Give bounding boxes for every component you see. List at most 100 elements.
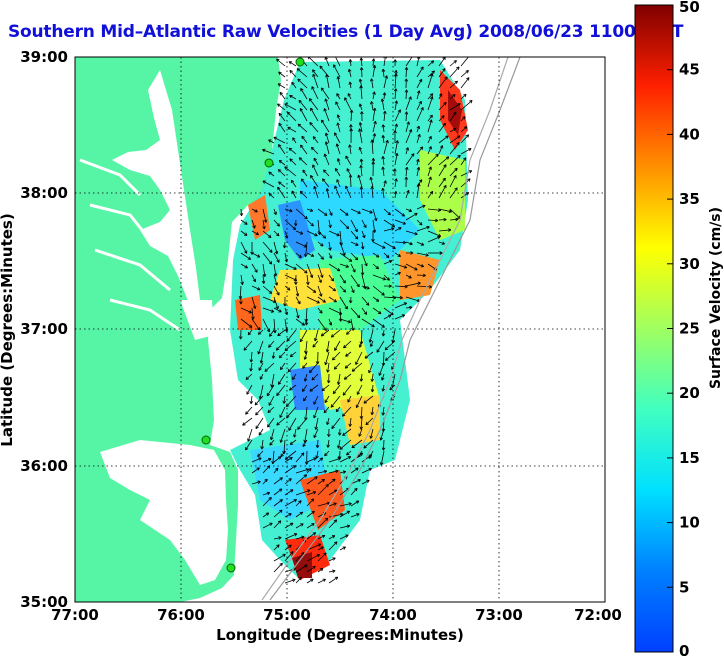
velocity-arrowhead [428,135,432,139]
velocity-arrow [317,578,326,584]
velocity-arrowhead [346,333,350,335]
velocity-arrowhead [441,115,445,117]
colorbar-tick-label: 25 [679,320,700,338]
velocity-arrow [273,219,280,227]
velocity-arrowhead [421,146,424,150]
velocity-arrowhead [334,367,338,370]
velocity-arrowhead [276,348,280,351]
velocity-arrowhead [273,137,276,141]
velocity-arrowhead [255,426,259,429]
velocity-arrowhead [301,523,304,527]
velocity-arrowhead [279,562,283,565]
velocity-arrow [317,502,331,507]
velocity-arrowhead [435,218,439,221]
velocity-arrow [317,208,328,216]
velocity-arrowhead [272,355,276,359]
velocity-arrowhead [398,253,401,257]
velocity-arrow [277,329,286,337]
velocity-arrowhead [331,336,335,338]
velocity-arrowhead [371,161,374,165]
velocity-arrow [317,307,323,314]
velocity-arrow [245,406,253,415]
velocity-arrowhead [375,121,377,125]
velocity-arrow [321,384,330,392]
velocity-arrow [350,500,360,507]
velocity-arrowhead [403,240,407,243]
velocity-arrowhead [295,223,298,227]
velocity-arrowhead [243,348,247,351]
velocity-arrow [383,208,391,216]
velocity-arrow [273,537,282,540]
velocity-arrow [273,544,280,551]
velocity-arrowhead [375,267,379,270]
velocity-arrowhead [420,66,424,69]
velocity-arrowhead [334,54,337,56]
velocity-arrowhead [370,454,373,458]
velocity-arrow [350,487,358,496]
velocity-arrow [335,101,341,111]
velocity-arrowhead [439,145,443,148]
velocity-arrowhead [361,67,364,71]
velocity-arrow [295,263,308,274]
velocity-arrowhead [322,535,326,539]
velocity-arrowhead [313,136,317,139]
velocity-arrowhead [337,457,341,459]
velocity-arrow [297,78,308,89]
velocity-arrowhead [322,274,324,278]
velocity-arrow [246,384,253,395]
velocity-arrow [317,457,323,463]
velocity-arrowhead [352,370,356,372]
velocity-arrow [372,241,386,249]
velocity-arrow [317,479,325,485]
velocity-arrow [416,263,424,267]
velocity-arrow [383,180,387,188]
velocity-arrow [370,428,374,439]
velocity-arrow [306,565,316,573]
velocity-arrowhead [386,279,390,281]
velocity-arrow [449,80,458,89]
velocity-arrow [268,139,275,144]
velocity-arrow [289,95,297,100]
velocity-arrowhead [331,425,333,429]
velocity-arrow [276,417,286,426]
velocity-arrowhead [347,400,351,403]
velocity-arrow [273,296,279,310]
velocity-arrow [271,373,275,388]
velocity-arrowhead [240,301,243,305]
velocity-arrowhead [298,99,302,102]
velocity-arrow [328,489,338,496]
velocity-arrowhead [325,74,327,78]
velocity-arrowhead [388,284,392,287]
velocity-arrow [372,307,382,315]
velocity-arrowhead [388,285,392,288]
velocity-arrow [334,340,341,351]
velocity-arrowhead [283,451,286,455]
velocity-arrow [416,79,423,89]
velocity-arrow [347,93,352,100]
velocity-arrow [306,274,309,285]
velocity-arrowhead [344,97,348,100]
velocity-arrow [349,81,352,89]
velocity-arrowhead [280,477,283,481]
velocity-arrowhead [277,305,279,309]
velocity-arrow [345,155,352,166]
velocity-arrow [290,351,297,358]
velocity-arrowhead [320,275,323,278]
velocity-arrowhead [406,121,410,125]
velocity-arrowhead [321,387,324,391]
velocity-arrowhead [360,57,364,61]
velocity-arrowhead [357,500,360,504]
velocity-arrowhead [278,181,281,185]
velocity-arrowhead [317,554,321,558]
velocity-arrowhead [389,260,393,264]
velocity-arrow [276,58,286,67]
velocity-arrowhead [430,60,434,62]
velocity-arrowhead [278,113,280,117]
velocity-arrowhead [342,470,346,472]
velocity-arrowhead [342,392,344,396]
velocity-arrowhead [267,411,272,413]
velocity-arrowhead [370,411,373,416]
velocity-arrowhead [406,190,409,193]
velocity-arrowhead [441,243,445,245]
velocity-arrow [295,468,309,474]
